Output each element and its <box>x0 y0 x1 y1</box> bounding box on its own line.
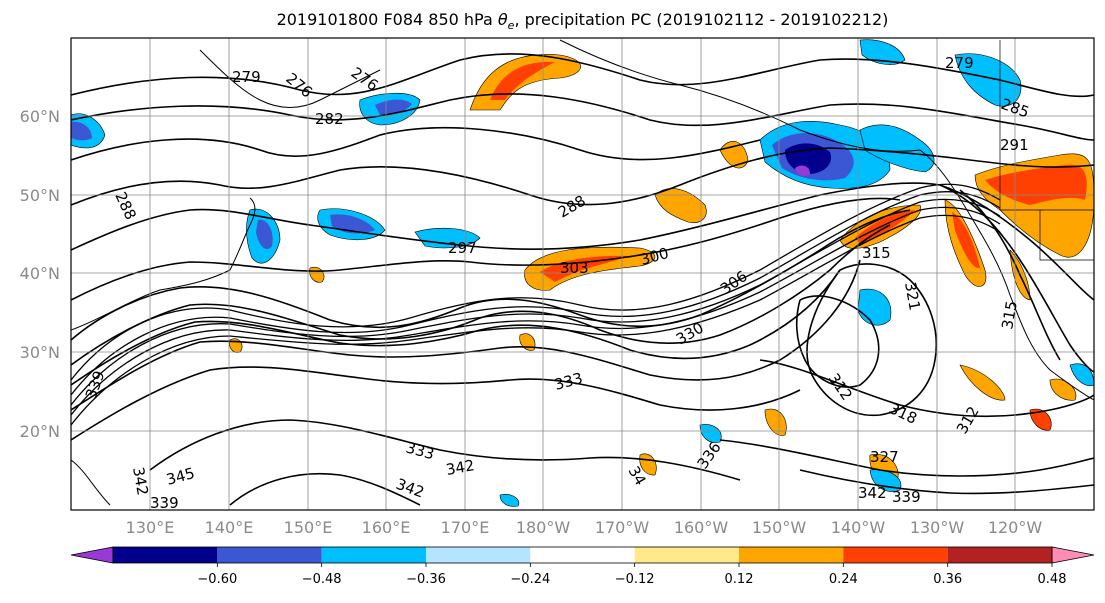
lat-label: 30°N <box>20 343 60 362</box>
colorbar-tick-label: 0.24 <box>829 572 858 587</box>
lon-label: 130°E <box>126 518 175 537</box>
contour-label: 339 <box>150 494 179 512</box>
contour-label: 291 <box>1000 136 1029 154</box>
lon-label: 120°W <box>988 518 1043 537</box>
colorbar-segment <box>947 547 1052 563</box>
lon-label: 160°W <box>674 518 729 537</box>
theta-e-contours <box>71 53 1094 506</box>
colorbar-frame <box>112 546 1053 564</box>
lon-label: 140°W <box>831 518 886 537</box>
contour-label: 342 <box>129 466 152 497</box>
colorbar-tick-label: −0.48 <box>302 572 342 587</box>
contour-label: 339 <box>892 488 921 506</box>
colorbar-extend-min <box>70 546 114 564</box>
colorbar-segment <box>530 547 635 563</box>
colorbar-tick-label: 0.36 <box>933 572 962 587</box>
colorbar-tick-label: −0.36 <box>406 572 446 587</box>
colorbar-segment <box>426 547 531 563</box>
plot-content: 279 276 282 276 279 285 291 288 288 297 … <box>71 38 1094 512</box>
lat-label: 50°N <box>20 186 60 205</box>
colorbar-segment <box>634 547 739 563</box>
contour-label: 315 <box>862 244 891 262</box>
contour-label: 321 <box>901 281 924 312</box>
jet-contour-band <box>71 183 1001 426</box>
colorbar-segment <box>739 547 844 563</box>
map-title: 2019101800 F084 850 hPa θe, precipitatio… <box>0 10 1105 32</box>
lon-label: 160°E <box>362 518 411 537</box>
colorbar-segment <box>321 547 426 563</box>
contour-label: 303 <box>560 259 589 277</box>
colorbar-tick-label: 0.12 <box>725 572 754 587</box>
contour-label: 315 <box>998 299 1021 330</box>
title-subscript: e <box>507 19 515 33</box>
lat-label: 20°N <box>20 422 60 441</box>
colorbar: −0.60 −0.48 −0.36 −0.24 −0.12 0.12 0.24 0.36 0.4… <box>70 546 1095 587</box>
lat-label: 60°N <box>20 107 60 126</box>
colorbar-tick-label: −0.24 <box>510 572 550 587</box>
precip-shading <box>71 39 1094 507</box>
colorbar-tick-label: −0.12 <box>615 572 655 587</box>
title-rest: , precipitation PC (2019102112 - 2019102… <box>514 10 889 29</box>
contour-label: 297 <box>448 239 477 257</box>
colorbar-segment <box>217 547 322 563</box>
contour-label: 327 <box>870 448 899 466</box>
lat-axis-labels: 60°N 50°N 40°N 30°N 20°N <box>20 107 60 441</box>
colorbar-segment <box>113 547 218 563</box>
colorbar-segment <box>843 547 948 563</box>
colorbar-extend-max <box>1051 546 1095 564</box>
lon-label: 140°E <box>205 518 254 537</box>
lon-label: 150°W <box>752 518 807 537</box>
lat-label: 40°N <box>20 264 60 283</box>
grid-lines <box>71 38 1094 510</box>
contour-label: 342 <box>858 484 887 502</box>
colorbar-tick-label: −0.60 <box>197 572 237 587</box>
lon-label: 130°W <box>910 518 965 537</box>
lon-label: 170°W <box>595 518 650 537</box>
lon-label: 150°E <box>284 518 333 537</box>
contour-label: 279 <box>232 68 261 86</box>
title-main: 2019101800 F084 850 hPa <box>276 10 498 29</box>
contour-label: 282 <box>315 110 344 128</box>
title-theta: θ <box>497 10 508 29</box>
lon-label: 170°E <box>441 518 490 537</box>
lon-axis-labels: 130°E 140°E 150°E 160°E 170°E 180°W 170°… <box>126 518 1043 537</box>
plot-frame <box>70 37 1095 511</box>
lon-label: 180°W <box>516 518 571 537</box>
contour-label: 342 <box>445 456 476 479</box>
colorbar-tick-label: 0.48 <box>1038 572 1067 587</box>
contour-label: 279 <box>945 54 974 72</box>
